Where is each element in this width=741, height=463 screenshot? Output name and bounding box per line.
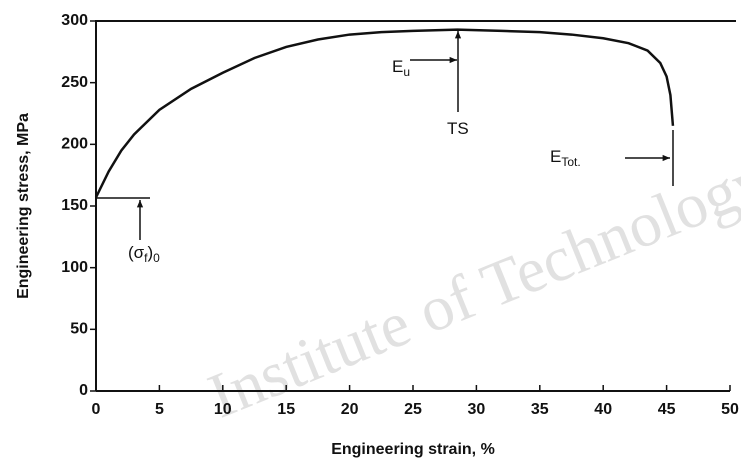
y-axis-label: Engineering stress, MPa [15, 113, 32, 299]
watermark: Institute of Technology [199, 143, 741, 432]
arrow-head [455, 31, 461, 38]
x-tick-label: 50 [721, 401, 739, 418]
annotation-text: (σ [128, 243, 145, 262]
x-axis-label: Engineering strain, % [331, 441, 495, 458]
arrow-head [663, 155, 670, 161]
annotation: ETot. [550, 147, 581, 169]
y-tick-label: 250 [61, 74, 88, 91]
x-tick-label: 15 [277, 401, 295, 418]
x-tick-label: 45 [658, 401, 676, 418]
annotation: TS [447, 119, 469, 138]
x-tick-label: 40 [594, 401, 612, 418]
annotation: Eu [392, 57, 410, 79]
y-tick-label: 300 [61, 12, 88, 29]
annotation-text: E [392, 57, 403, 76]
y-tick-label: 200 [61, 136, 88, 153]
annotation-sub: Tot. [561, 155, 580, 169]
arrow-head [450, 57, 457, 63]
x-tick-label: 20 [341, 401, 359, 418]
annotation: (σf)0 [128, 243, 160, 265]
x-tick-label: 10 [214, 401, 232, 418]
y-tick-label: 150 [61, 197, 88, 214]
y-tick-label: 0 [79, 382, 88, 399]
stress-strain-curve [96, 30, 673, 198]
x-tick-label: 30 [468, 401, 486, 418]
chart: Institute of Technology Engineering stra… [0, 0, 741, 463]
annotation-sub: u [403, 65, 410, 79]
annotation-sub: 0 [153, 251, 160, 265]
annotation-text: E [550, 147, 561, 166]
y-tick-label: 100 [61, 259, 88, 276]
y-tick-label: 50 [70, 321, 88, 338]
annotation-text: TS [447, 119, 469, 138]
arrow-head [137, 200, 143, 207]
x-tick-label: 25 [404, 401, 422, 418]
x-tick-label: 35 [531, 401, 549, 418]
x-tick-label: 0 [92, 401, 101, 418]
x-tick-label: 5 [155, 401, 164, 418]
